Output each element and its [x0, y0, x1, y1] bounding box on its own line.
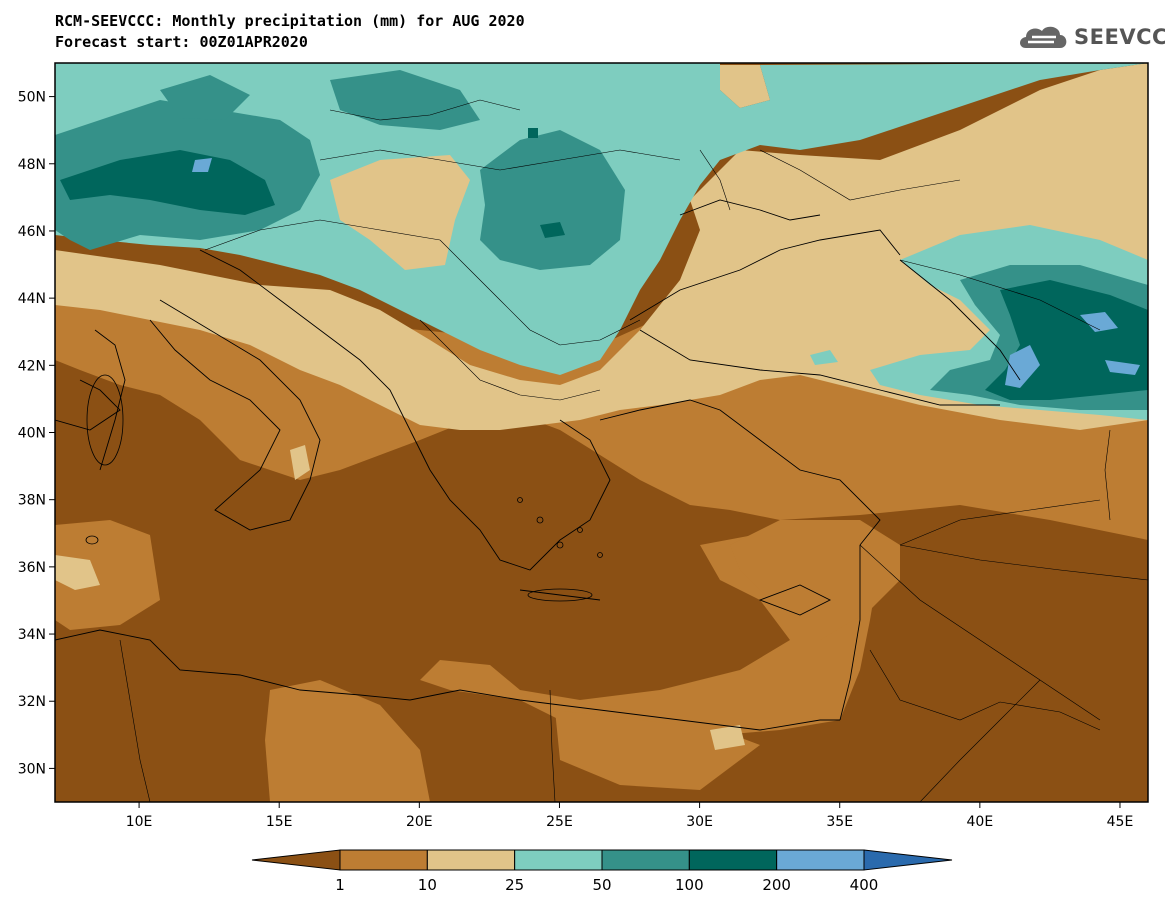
- colorbar-label: 1: [335, 876, 345, 894]
- colorbar-label: 50: [592, 876, 611, 894]
- seevccc-logo: SEEVCCC: [1016, 22, 1165, 52]
- lat-tick-label: 36N: [18, 560, 46, 576]
- logo-text: SEEVCCC: [1074, 25, 1165, 49]
- forecast-start-label: Forecast start: 00Z01APR2020: [55, 33, 308, 51]
- precipitation-field: [55, 63, 1148, 802]
- lon-tick-label: 25E: [546, 814, 573, 830]
- lat-tick-label: 30N: [18, 761, 46, 777]
- lat-tick-label: 32N: [18, 694, 46, 710]
- lon-tick-label: 45E: [1107, 814, 1134, 830]
- colorbar-upper-extension: [863, 849, 953, 871]
- colorbar-segment: [601, 849, 690, 871]
- lon-tick-label: 20E: [406, 814, 433, 830]
- latitude-axis: 50N 48N 46N 44N 42N 40N 38N 36N 34N 32N 30N: [18, 90, 55, 777]
- colorbar-label: 400: [850, 876, 879, 894]
- colorbar-segment: [514, 849, 603, 871]
- lat-tick-label: 46N: [18, 224, 46, 240]
- lon-tick-label: 15E: [266, 814, 293, 830]
- colorbar-label: 25: [505, 876, 524, 894]
- colorbar-label: 100: [675, 876, 704, 894]
- lat-tick-label: 44N: [18, 291, 46, 307]
- lat-tick-label: 38N: [18, 493, 46, 509]
- lon-tick-label: 40E: [967, 814, 994, 830]
- colorbar-label: 200: [762, 876, 791, 894]
- lat-tick-label: 48N: [18, 157, 46, 173]
- colorbar-segment: [426, 849, 516, 871]
- lat-tick-label: 40N: [18, 426, 46, 442]
- lon-tick-label: 35E: [826, 814, 853, 830]
- lon-tick-label: 30E: [686, 814, 713, 830]
- lat-tick-label: 34N: [18, 627, 46, 643]
- lat-tick-label: 42N: [18, 358, 46, 374]
- islands: [85, 374, 603, 602]
- map-title: RCM-SEEVCCC: Monthly precipitation (mm) …: [55, 12, 525, 30]
- colorbar-segment: [339, 849, 428, 871]
- colorbar-label: 10: [418, 876, 437, 894]
- colorbar-segment: [688, 849, 778, 871]
- colorbar: 1 10 25 50 100 200 400: [251, 849, 953, 894]
- colorbar-segment: [776, 849, 865, 871]
- country-borders: [119, 99, 1148, 802]
- cloud-icon: [1020, 26, 1067, 48]
- colorbar-lower-extension: [251, 849, 341, 871]
- lon-tick-label: 10E: [126, 814, 153, 830]
- longitude-axis: 10E 15E 20E 25E 30E 35E 40E 45E: [126, 802, 1134, 830]
- lat-tick-label: 50N: [18, 90, 46, 106]
